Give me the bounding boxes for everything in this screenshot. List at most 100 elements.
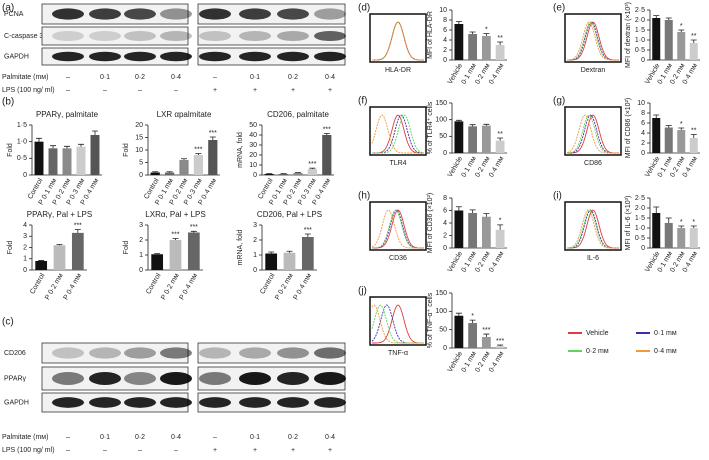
condition-value: + (253, 447, 257, 454)
error-bar (455, 119, 462, 122)
condition-label: LPS (100 ng/ ml) (2, 447, 55, 454)
x-tick-label: P 0·4 mм (178, 272, 199, 301)
histogram-frame (369, 201, 427, 251)
blot-band (124, 372, 156, 385)
blot-band (89, 372, 121, 385)
blot-band (239, 372, 271, 385)
condition-value: – (138, 87, 142, 94)
y-tick-label: 2 (443, 232, 447, 239)
bar (151, 254, 164, 270)
bar (495, 140, 505, 153)
error-bar (653, 15, 660, 18)
blot-band (199, 8, 231, 20)
bar (481, 125, 491, 153)
error-bar (172, 238, 179, 240)
blot-band (89, 397, 121, 408)
y-tick-label: 100 (435, 308, 447, 315)
y-tick-label: 50 (439, 327, 447, 334)
y-tick-label: 0 (139, 267, 143, 274)
blot-row-label: CD206 (4, 350, 26, 357)
y-tick-label: 150 (435, 290, 447, 297)
y-tick-label: 1·0 (17, 139, 27, 146)
y-tick-label: 4 (23, 222, 27, 229)
y-tick-label: 10 (249, 162, 257, 169)
condition-label: LPS (100 ng/ ml) (2, 87, 55, 94)
y-tick-label: 4 (443, 220, 447, 227)
histogram-curve (566, 209, 619, 249)
histogram-curve (566, 21, 619, 61)
bar (301, 237, 314, 270)
y-tick-label: 2 (23, 244, 27, 251)
blot-band (239, 8, 271, 20)
condition-value: – (103, 447, 107, 454)
condition-value: + (328, 87, 332, 94)
condition-value: – (66, 447, 70, 454)
blot-band (52, 8, 84, 20)
bar (481, 36, 491, 60)
y-tick-label: 1·5 (635, 27, 645, 34)
blot-band (160, 8, 192, 20)
panel-label: (d) (358, 3, 370, 14)
bar (283, 252, 296, 270)
error-bar (92, 130, 98, 135)
histogram-label: TLR4 (389, 160, 406, 167)
error-bar (50, 145, 56, 149)
significance: * (680, 121, 683, 128)
blot-band (277, 347, 309, 359)
significance: *** (209, 130, 217, 137)
histogram-curve (372, 114, 424, 154)
y-tick-label: 0 (23, 172, 27, 179)
y-tick-label: 0 (443, 245, 447, 252)
x-tick-label: P 0·2 mм (160, 272, 181, 301)
histogram-label: IL-6 (587, 255, 599, 262)
bar (677, 228, 686, 248)
bar (652, 118, 661, 153)
y-tick-label: 50 (439, 133, 447, 140)
y-tick-label: 3 (253, 222, 257, 229)
histogram-label: TNF-α (388, 350, 408, 357)
y-tick-label: 1·0 (635, 37, 645, 44)
y-tick-label: 4 (443, 37, 447, 44)
blot-band (160, 51, 192, 62)
condition-value: – (103, 87, 107, 94)
condition-value: 0·2 (288, 74, 298, 81)
y-tick-label: 4 (641, 130, 645, 137)
error-bar (483, 33, 490, 36)
condition-value: 0·4 (171, 74, 181, 81)
condition-value: 0·1 (250, 434, 260, 441)
condition-value: 0·2 (135, 74, 145, 81)
blot-frame (41, 26, 189, 46)
bar (187, 232, 200, 270)
x-tick-label: P 0·4 mм (292, 272, 313, 301)
y-tick-label: 2·0 (635, 205, 645, 212)
panel-label: (h) (358, 191, 370, 202)
histogram-label: CD36 (389, 255, 407, 262)
blot-band (160, 372, 192, 385)
y-tick-label: 6 (641, 120, 645, 127)
blot-band (277, 30, 309, 42)
bar (652, 213, 661, 248)
legend-label: 0·2 mм (586, 348, 609, 355)
bar (169, 240, 182, 270)
blot-band (239, 30, 271, 42)
blot-band (160, 397, 192, 408)
error-bar (64, 145, 70, 149)
blot-band (314, 372, 346, 385)
error-bar (195, 153, 202, 155)
error-bar (36, 137, 42, 142)
condition-value: 0·2 (288, 434, 298, 441)
y-tick-label: 5 (139, 159, 143, 166)
significance: * (499, 218, 502, 225)
bar (35, 261, 48, 270)
blot-frame (197, 3, 346, 25)
error-bar (678, 225, 685, 228)
error-bar (469, 319, 476, 324)
condition-value: + (291, 87, 295, 94)
condition-value: – (66, 74, 70, 81)
y-axis-label: Fold (123, 143, 130, 157)
blot-band (124, 8, 156, 20)
y-tick-label: 0 (253, 172, 257, 179)
condition-value: – (66, 434, 70, 441)
y-tick-label: 2·5 (635, 195, 645, 202)
histogram-frame (564, 13, 622, 63)
